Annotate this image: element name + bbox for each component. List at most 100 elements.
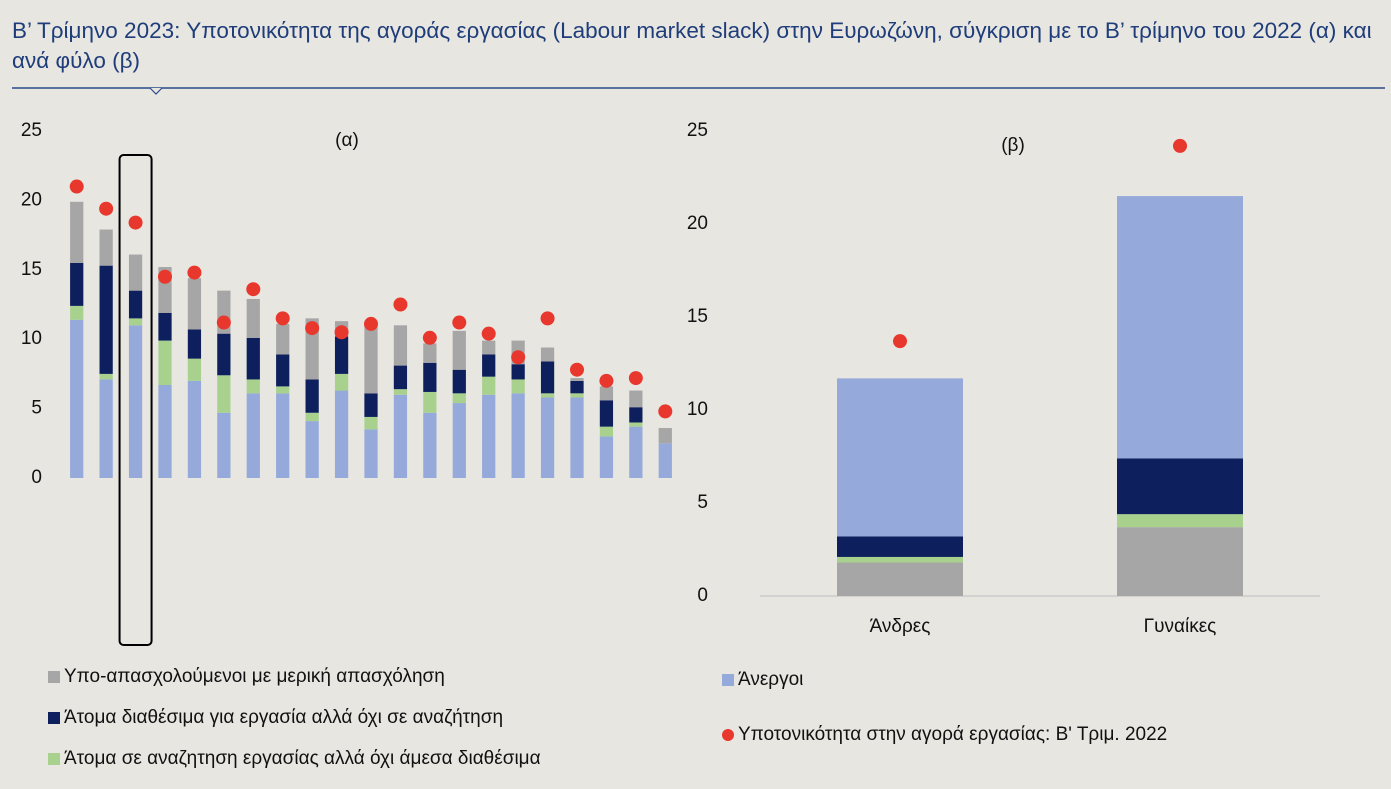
dot-marker — [364, 316, 378, 331]
bar-segment — [570, 378, 584, 381]
dot-marker — [540, 311, 555, 326]
bar-segment — [452, 403, 466, 478]
y-tick-label: 25 — [21, 120, 42, 141]
bar-segment — [276, 323, 290, 355]
legend-swatch — [48, 712, 60, 724]
bar-segment — [658, 428, 672, 444]
bar-segment — [128, 290, 143, 319]
bar-segment — [629, 390, 643, 408]
bar-segment — [570, 397, 584, 478]
bar-segment — [187, 380, 202, 478]
bar-segment — [837, 556, 963, 563]
legend-swatch — [48, 671, 60, 683]
bar-segment — [629, 407, 643, 423]
bar-segment — [837, 378, 963, 537]
bar-segment — [246, 337, 260, 380]
dot-marker — [99, 201, 114, 216]
bar-segment — [599, 386, 614, 401]
bar-segment — [70, 305, 84, 320]
bar-segment — [599, 436, 614, 478]
y-tick-label: 25 — [687, 120, 708, 141]
bar-segment — [1117, 527, 1243, 596]
panel-title: (β) — [1001, 135, 1025, 156]
bar-segment — [217, 333, 231, 376]
dot-marker — [599, 373, 614, 388]
bar-segment — [364, 325, 378, 394]
y-tick-label: 10 — [687, 399, 708, 420]
bar-segment — [70, 201, 84, 263]
y-tick-label: 0 — [31, 467, 42, 488]
bar-segment — [276, 393, 290, 478]
dot-marker — [511, 350, 526, 365]
dot-marker — [893, 334, 907, 349]
bar-segment — [658, 443, 672, 478]
page-title: Β’ Τρίμηνο 2023: Υποτονικότητα της αγορά… — [12, 18, 1372, 73]
legend-label: Άτομα διαθέσιμα για εργασία αλλά όχι σε … — [64, 707, 503, 728]
x-tick-label: Γυναίκες — [1144, 616, 1217, 637]
bar-segment — [540, 361, 555, 394]
dot-marker — [69, 179, 84, 194]
bar-segment — [128, 325, 143, 478]
bar-segment — [99, 379, 113, 478]
bar-segment — [334, 373, 349, 391]
dot-marker — [452, 315, 467, 330]
legend-swatch — [48, 753, 60, 765]
bar-segment — [482, 376, 496, 395]
x-tick-label: Άνδρες — [870, 616, 931, 637]
bar-segment — [837, 562, 963, 596]
bar-segment — [128, 318, 143, 326]
bar-segment — [1117, 514, 1243, 528]
bar-segment — [305, 421, 319, 478]
dot-marker — [305, 321, 320, 336]
bar-segment — [629, 426, 643, 478]
bar-segment — [70, 319, 84, 478]
bar-segment — [246, 379, 260, 394]
dot-marker — [422, 330, 437, 345]
bar-segment — [246, 393, 260, 478]
bar-segment — [393, 325, 408, 366]
dot-marker — [570, 362, 584, 377]
bar-segment — [70, 262, 84, 306]
y-tick-label: 0 — [697, 585, 708, 606]
panel-title: (α) — [335, 130, 359, 151]
bar-segment — [540, 393, 555, 398]
bar-segment — [334, 336, 349, 374]
legend-label: Άνεργοι — [738, 669, 803, 690]
bar-segment — [158, 312, 172, 341]
bar-segment — [629, 422, 643, 427]
bar-segment — [393, 389, 408, 395]
legend-label: Άτομα σε αναζητηση εργασίας αλλά όχι άμε… — [64, 748, 541, 769]
bar-segment — [599, 426, 614, 437]
bar-segment — [599, 400, 614, 427]
dot-marker — [334, 325, 349, 340]
title-notch — [149, 87, 163, 95]
bar-segment — [276, 354, 290, 387]
bar-segment — [511, 393, 525, 478]
y-tick-label: 5 — [31, 398, 42, 419]
bar-segment — [837, 536, 963, 557]
bar-segment — [99, 373, 113, 380]
bar-segment — [511, 379, 525, 394]
bar-segment — [570, 380, 584, 394]
bar-segment — [423, 391, 437, 413]
dot-marker — [658, 404, 673, 419]
legend-swatch — [722, 729, 734, 741]
bar-segment — [187, 278, 202, 330]
bar-segment — [482, 394, 496, 478]
bar-segment — [482, 354, 496, 377]
bar-segment — [217, 375, 231, 413]
bar-segment — [423, 412, 437, 478]
bar-segment — [452, 393, 466, 404]
y-tick-label: 20 — [687, 213, 708, 234]
bar-segment — [187, 358, 202, 381]
bar-segment — [305, 412, 319, 422]
bar-segment — [246, 298, 260, 338]
bar-segment — [540, 347, 555, 362]
bar-segment — [364, 429, 378, 478]
bar-segment — [1117, 458, 1243, 515]
dot-marker — [187, 265, 202, 280]
bar-segment — [334, 390, 349, 478]
bar-segment — [99, 265, 113, 374]
dot-marker — [128, 215, 143, 230]
